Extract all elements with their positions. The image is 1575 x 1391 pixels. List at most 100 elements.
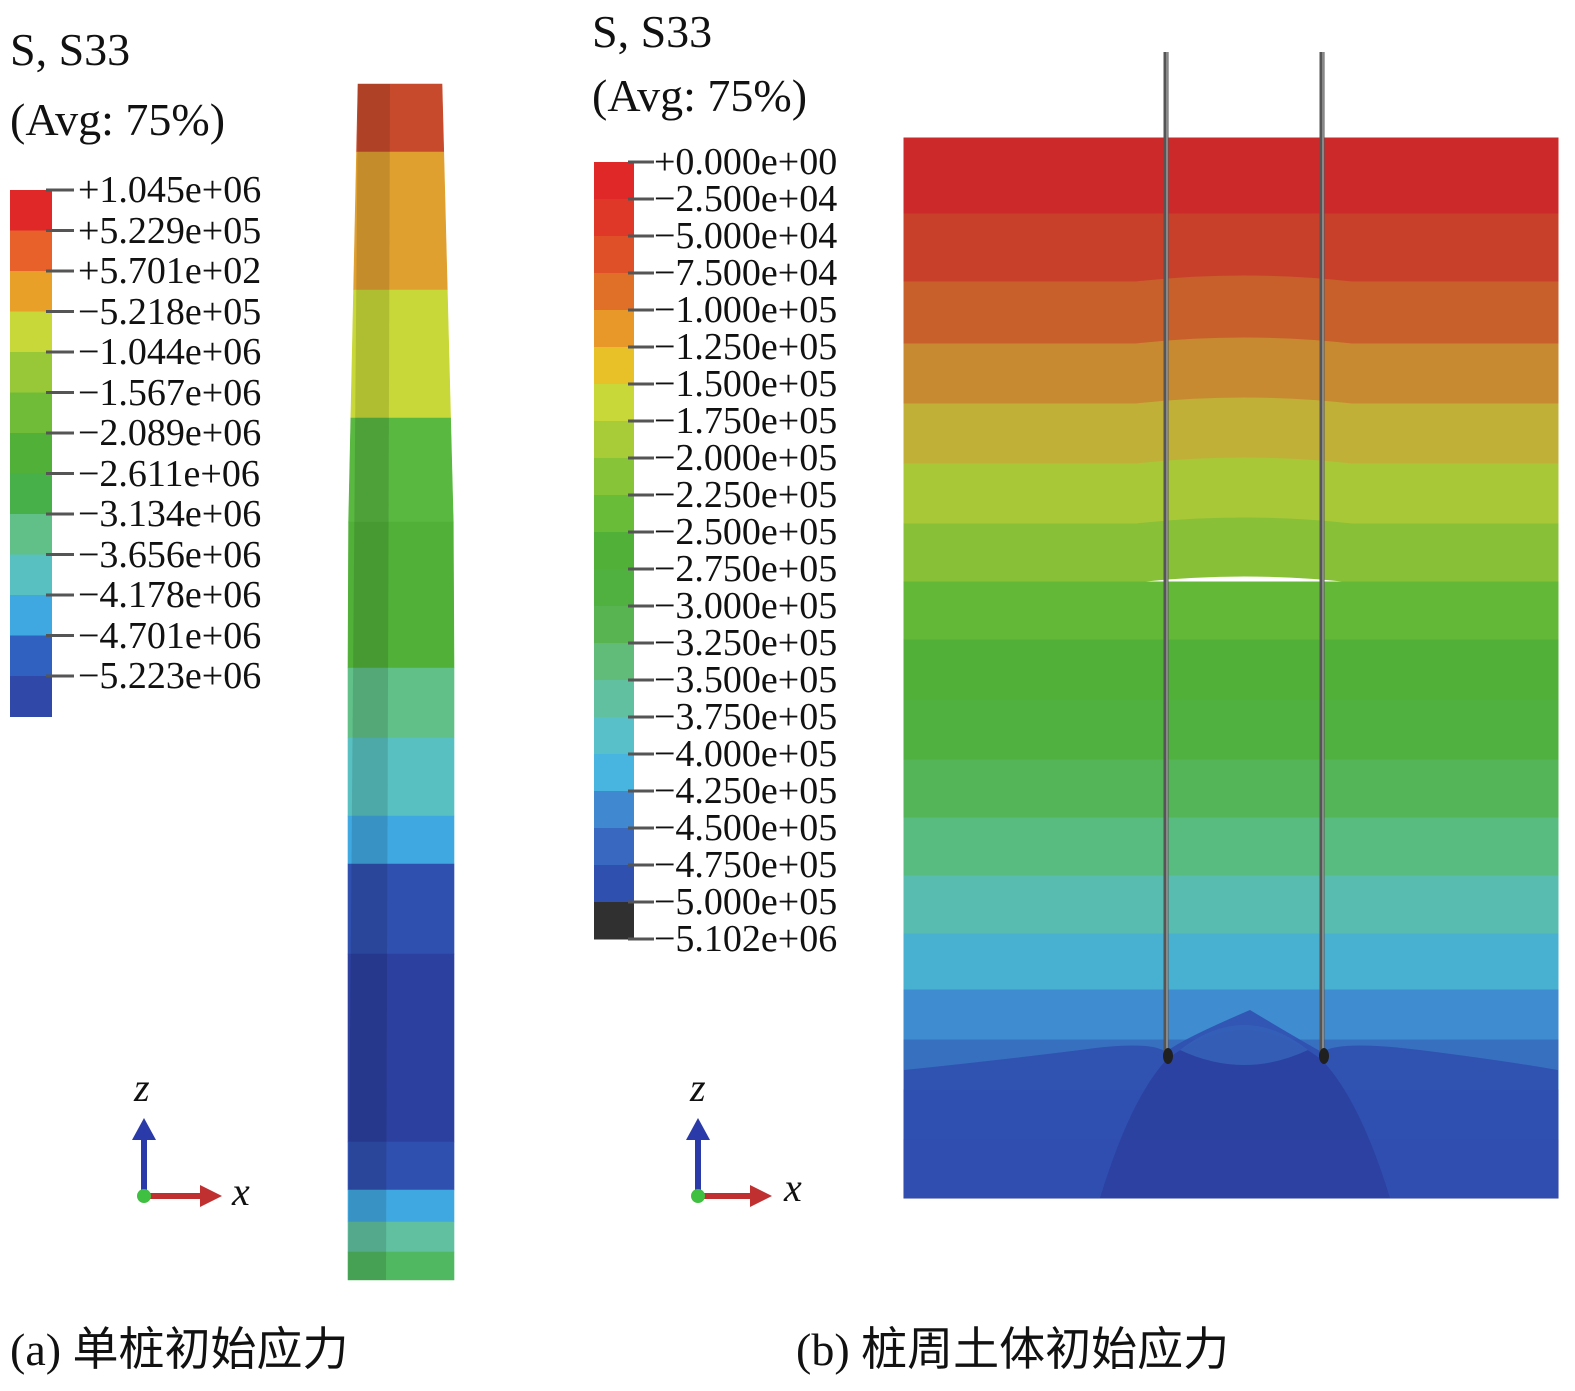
legend-a-swatch <box>10 352 52 393</box>
legend-b-value: −3.250e+05 <box>654 622 838 664</box>
x-arrow-head <box>200 1185 222 1207</box>
panel-a-pile-contour <box>347 83 455 1281</box>
legend-a-swatch <box>10 554 52 596</box>
legend-b-value: −5.000e+05 <box>654 881 838 923</box>
legend-a-swatch <box>10 230 52 272</box>
origin-dot <box>137 1189 151 1203</box>
legend-b-swatch <box>594 902 634 940</box>
legend-b-value: −3.750e+05 <box>654 696 838 738</box>
legend-b-value: −3.500e+05 <box>654 659 838 701</box>
pile-contour-band <box>347 1251 455 1281</box>
legend-b-value: −5.000e+04 <box>654 215 838 257</box>
legend-b-swatch <box>594 791 634 829</box>
legend-a-value: −2.089e+06 <box>78 412 262 454</box>
panel-b-axis-z-label: z <box>690 1065 706 1110</box>
panel-b-title-line2: (Avg: 75%) <box>592 70 808 121</box>
panel-b-soil-contour <box>903 52 1559 1199</box>
legend-b-value: −7.500e+04 <box>654 252 838 294</box>
legend-b-swatch <box>594 310 634 348</box>
legend-b-swatch <box>594 717 634 755</box>
legend-a-value: −5.218e+05 <box>78 290 262 333</box>
legend-b-value: −2.000e+05 <box>654 437 838 479</box>
legend-a-value: −4.701e+06 <box>78 614 262 657</box>
legend-b-value: −5.102e+06 <box>654 918 838 960</box>
soil-stress-bulb <box>1180 1025 1308 1065</box>
panel-b-axis-triad <box>686 1118 772 1207</box>
legend-a-swatch <box>10 271 52 312</box>
panel-a-axis-z-label: z <box>134 1065 150 1110</box>
legend-a-value: +5.701e+02 <box>78 250 262 292</box>
legend-b-value: −4.750e+05 <box>654 844 838 886</box>
legend-b-swatch <box>594 347 634 385</box>
soil-contour-band <box>903 397 1559 465</box>
soil-contour-band <box>903 457 1559 525</box>
legend-a-value: −1.044e+06 <box>78 331 262 373</box>
pile-tip <box>1163 1048 1173 1064</box>
panel-a-title-line2: (Avg: 75%) <box>10 94 226 145</box>
legend-a-swatch <box>10 473 52 515</box>
panel-b-title-line1: S, S33 <box>592 6 713 57</box>
panel-b-caption: (b) 桩周土体初始应力 <box>796 1324 1230 1375</box>
legend-b-value: −4.000e+05 <box>654 733 838 775</box>
legend-b-swatch <box>594 236 634 274</box>
legend-b-value: −4.250e+05 <box>654 770 838 812</box>
legend-b-swatch <box>594 865 634 903</box>
legend-b-swatch <box>594 458 634 496</box>
legend-a-value: −1.567e+06 <box>78 371 262 414</box>
legend-a-swatch <box>10 311 52 353</box>
pile-shade <box>348 84 390 1280</box>
soil-contour-band <box>903 517 1559 583</box>
panel-a-caption: (a) 单桩初始应力 <box>10 1324 349 1375</box>
legend-b-value: −2.750e+05 <box>654 548 838 590</box>
soil-contour-band <box>903 759 1559 819</box>
soil-contour-band <box>903 933 1559 991</box>
legend-a-swatch <box>10 635 52 677</box>
legend-a-value: +1.045e+06 <box>78 169 262 211</box>
panel-a-axis-triad <box>132 1118 222 1207</box>
soil-contour-band <box>903 581 1559 641</box>
legend-b-value: −3.000e+05 <box>654 585 838 627</box>
legend-a-swatch <box>10 595 52 636</box>
legend-a-swatch <box>10 433 52 474</box>
legend-b-swatch <box>594 754 634 792</box>
legend-a-value: −3.134e+06 <box>78 493 262 535</box>
soil-contour-band <box>903 875 1559 935</box>
legend-b-value: −1.500e+05 <box>654 363 838 405</box>
legend-b-value: −4.500e+05 <box>654 807 838 849</box>
legend-b-value: −1.000e+05 <box>654 289 838 331</box>
legend-b-swatch <box>594 532 634 570</box>
legend-a-swatch <box>10 392 52 434</box>
x-arrow-head <box>750 1185 772 1207</box>
soil-contour-band <box>903 337 1559 405</box>
panel-a-legend-colorbar <box>10 188 74 717</box>
legend-a-value: −3.656e+06 <box>78 533 262 576</box>
z-arrow-head <box>132 1118 156 1140</box>
legend-b-value: −2.500e+05 <box>654 511 838 553</box>
legend-b-swatch <box>594 384 634 422</box>
legend-b-swatch <box>594 162 634 200</box>
legend-a-swatch <box>10 676 52 717</box>
panel-a-title-line1: S, S33 <box>10 24 131 75</box>
legend-b-swatch <box>594 199 634 237</box>
legend-b-swatch <box>594 680 634 718</box>
soil-contour-band <box>903 137 1559 215</box>
panel-b-legend-colorbar <box>594 160 654 941</box>
legend-a-swatch <box>10 190 52 231</box>
legend-a-value: −2.611e+06 <box>78 452 260 495</box>
legend-a-swatch <box>10 514 52 555</box>
legend-a-value: +5.229e+05 <box>78 209 262 252</box>
legend-b-value: −2.250e+05 <box>654 474 838 516</box>
legend-b-swatch <box>594 421 634 459</box>
origin-dot <box>691 1189 705 1203</box>
panel-a-axis-x-label: x <box>232 1169 250 1214</box>
z-arrow-head <box>686 1118 710 1140</box>
legend-b-swatch <box>594 495 634 533</box>
legend-b-value: −2.500e+04 <box>654 178 838 220</box>
legend-a-value: −4.178e+06 <box>78 574 262 616</box>
legend-b-value: −1.750e+05 <box>654 400 838 442</box>
soil-contour-band <box>903 213 1559 283</box>
legend-a-value: −5.223e+06 <box>78 655 262 697</box>
soil-contour-band <box>903 639 1559 701</box>
legend-b-swatch <box>594 569 634 607</box>
